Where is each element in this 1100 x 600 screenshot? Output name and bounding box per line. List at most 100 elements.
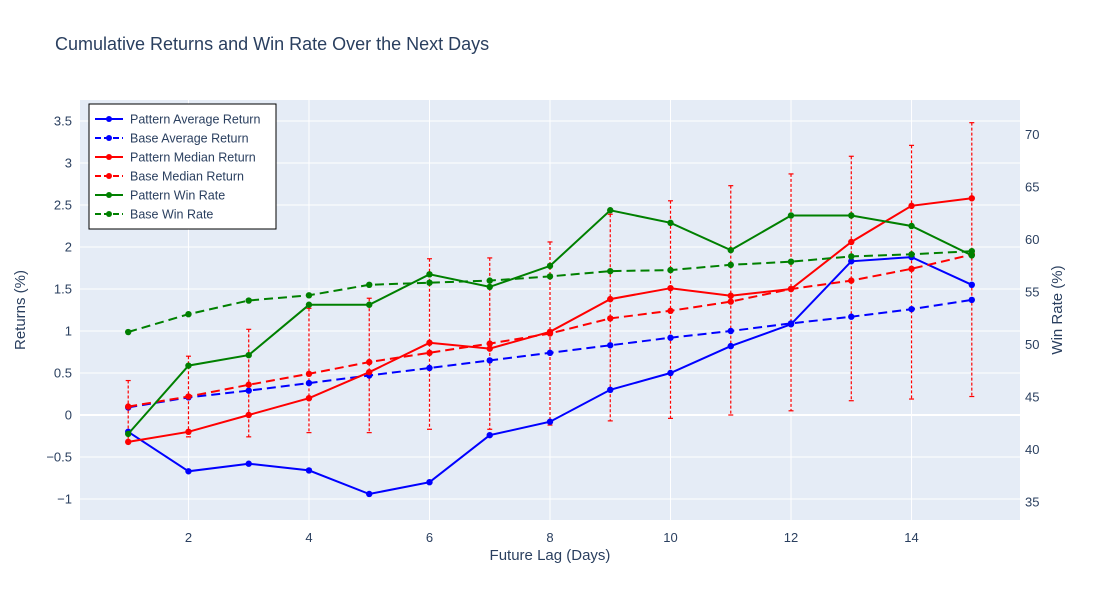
data-point <box>366 301 373 308</box>
y-tick-label: 0.5 <box>54 366 72 381</box>
x-tick-label: 4 <box>305 530 312 545</box>
data-point <box>968 296 975 304</box>
legend-swatch-marker <box>106 116 112 122</box>
data-point <box>305 301 313 308</box>
data-point <box>245 381 252 388</box>
data-point <box>787 320 795 327</box>
data-point <box>787 212 795 219</box>
data-point <box>245 411 252 419</box>
data-point <box>968 281 975 288</box>
legend-item-pattern-average-return[interactable]: Pattern Average Return <box>95 113 260 127</box>
legend-item-base-median-return[interactable]: Base Median Return <box>95 170 244 184</box>
data-point <box>667 334 674 341</box>
data-point <box>305 292 313 299</box>
data-point <box>305 467 313 474</box>
data-point <box>305 379 313 387</box>
data-point <box>667 284 674 292</box>
error-bar <box>607 213 613 422</box>
data-point <box>366 368 373 376</box>
error-bar <box>246 328 252 438</box>
data-point <box>546 418 554 425</box>
data-point <box>305 395 313 402</box>
data-point <box>848 253 855 260</box>
data-point <box>125 328 132 336</box>
legend[interactable]: Pattern Average Return Base Average Retur… <box>88 103 277 230</box>
y2-tick-label: 50 <box>1025 337 1039 352</box>
data-point <box>667 266 674 274</box>
legend-box <box>88 103 277 230</box>
legend-label: Base Average Return <box>130 132 249 146</box>
data-point <box>366 358 373 366</box>
data-point <box>848 277 855 284</box>
data-point <box>486 431 493 439</box>
x-tick-label: 8 <box>546 530 553 545</box>
legend-label: Pattern Win Rate <box>130 189 225 203</box>
data-point <box>727 292 734 299</box>
data-point <box>185 428 192 435</box>
data-point <box>486 283 493 291</box>
y2-tick-label: 45 <box>1025 390 1039 405</box>
error-bar <box>366 297 372 434</box>
data-point <box>185 468 192 475</box>
data-point <box>667 307 674 315</box>
legend-item-pattern-median-return[interactable]: Pattern Median Return <box>95 151 256 165</box>
legend-swatch-marker <box>106 173 112 179</box>
data-point <box>607 342 614 349</box>
data-point <box>245 351 252 359</box>
legend-label: Base Win Rate <box>130 208 213 222</box>
error-bar <box>668 200 674 419</box>
data-point <box>607 295 614 303</box>
data-point <box>727 246 734 254</box>
legend-label: Base Median Return <box>130 170 244 184</box>
data-point <box>546 273 554 280</box>
data-point <box>607 386 614 393</box>
data-point <box>546 262 554 270</box>
data-point <box>125 403 132 410</box>
legend-item-base-average-return[interactable]: Base Average Return <box>95 132 249 146</box>
data-point <box>245 387 252 394</box>
data-point <box>908 202 915 210</box>
data-point <box>245 460 252 467</box>
x-tick-label: 12 <box>784 530 798 545</box>
data-point <box>486 277 493 284</box>
data-point <box>727 342 734 350</box>
data-point <box>426 339 433 346</box>
series-pattern-average-return <box>125 253 975 498</box>
legend-item-pattern-win-rate[interactable]: Pattern Win Rate <box>95 189 225 203</box>
legend-swatch-marker <box>106 192 112 198</box>
data-point <box>305 370 313 378</box>
tick-label-layer: 2 4 6 8 10 12 14 −1 −0.5 0 0.5 1 1.5 2 2.5 3 3.5 35 40 45 50… <box>46 114 1039 546</box>
chart-title: Cumulative Returns and Win Rate Over the… <box>55 34 489 54</box>
legend-item-base-win-rate[interactable]: Base Win Rate <box>95 208 213 222</box>
y2-tick-label: 40 <box>1025 442 1039 457</box>
data-point <box>968 195 975 202</box>
y-tick-label: 1 <box>65 324 72 339</box>
error-bar <box>969 122 975 398</box>
y2-tick-label: 70 <box>1025 127 1039 142</box>
y2-axis-title: Win Rate (%) <box>1049 265 1066 354</box>
data-point <box>185 362 192 369</box>
legend-label: Pattern Average Return <box>130 113 260 127</box>
data-point <box>667 219 674 227</box>
y-tick-label: 3.5 <box>54 114 72 129</box>
data-point <box>787 285 795 293</box>
data-point <box>607 207 614 214</box>
data-point <box>426 364 433 372</box>
x-axis-title: Future Lag (Days) <box>490 547 611 564</box>
data-point <box>848 258 855 265</box>
data-point <box>908 265 915 273</box>
data-point <box>908 251 915 258</box>
x-tick-label: 10 <box>663 530 677 545</box>
error-bar <box>306 307 312 434</box>
data-point <box>848 238 855 246</box>
data-point <box>908 222 915 230</box>
y-tick-label: 1.5 <box>54 282 72 297</box>
data-point <box>848 313 855 320</box>
data-point <box>727 298 734 305</box>
error-bar <box>728 185 734 416</box>
series-base-median-return <box>125 251 975 410</box>
series-pattern-win-rate <box>125 207 975 438</box>
data-point <box>486 345 493 352</box>
